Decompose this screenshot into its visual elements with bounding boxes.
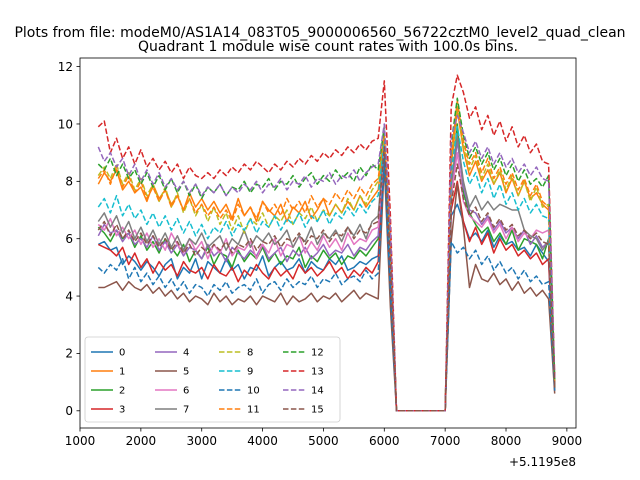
series-line-9 [97,126,556,412]
y-tick-label: 6 [65,232,73,246]
series-line-4 [97,140,556,412]
series-line-14 [97,114,556,412]
legend-box [84,336,341,423]
y-tick-label: 12 [58,60,73,74]
x-tick-label: 2000 [126,434,157,448]
legend-label-15: 15 [311,405,324,416]
x-tick-label: 1000 [65,434,96,448]
series-line-15 [97,146,556,412]
legend-label-14: 14 [311,386,324,397]
legend-label-9: 9 [247,367,253,378]
legend-label-3: 3 [119,405,125,416]
x-axis: 1000 2000 3000 4000 5000 6000 7000 8000 9000 [65,428,582,448]
series-line-5 [98,163,556,412]
y-tick-label: 8 [65,175,73,189]
series-layer [97,74,556,412]
legend-label-4: 4 [183,348,189,359]
y-tick-label: 2 [65,347,73,361]
series-line-10 [97,157,556,412]
y-tick-label: 10 [58,117,73,131]
x-tick-label: 8000 [491,434,522,448]
legend-label-12: 12 [311,348,324,359]
series-line-3 [97,151,556,412]
x-tick-label: 4000 [247,434,278,448]
legend-label-5: 5 [183,367,189,378]
series-line-6 [97,146,556,412]
legend-label-8: 8 [247,348,253,359]
x-tick-label: 5000 [308,434,339,448]
y-axis: 0 2 4 6 8 10 12 [58,60,80,418]
series-line-12 [97,97,556,412]
series-line-8 [97,106,556,412]
legend-label-10: 10 [247,386,260,397]
series-line-11 [97,100,556,412]
x-tick-label: 7000 [430,434,461,448]
legend-label-6: 6 [183,386,189,397]
x-tick-label: 6000 [369,434,400,448]
x-tick-label: 9000 [552,434,583,448]
legend-label-1: 1 [119,367,125,378]
plot-frame [79,57,577,429]
legend-label-2: 2 [119,386,125,397]
chart-title: Quadrant 1 module wise count rates with … [138,39,518,55]
series-line-13 [97,74,556,412]
legend-label-0: 0 [119,348,125,359]
y-tick-label: 4 [65,289,73,303]
legend-label-11: 11 [247,405,260,416]
x-tick-label: 3000 [186,434,217,448]
legend-label-7: 7 [183,405,189,416]
x-offset-label: +5.1195e8 [509,455,576,469]
legend-label-13: 13 [311,367,324,378]
y-tick-label: 0 [65,404,73,418]
series-line-2 [97,123,556,412]
figure-suptitle: Plots from file: modeM0/AS1A14_083T05_90… [14,25,625,41]
